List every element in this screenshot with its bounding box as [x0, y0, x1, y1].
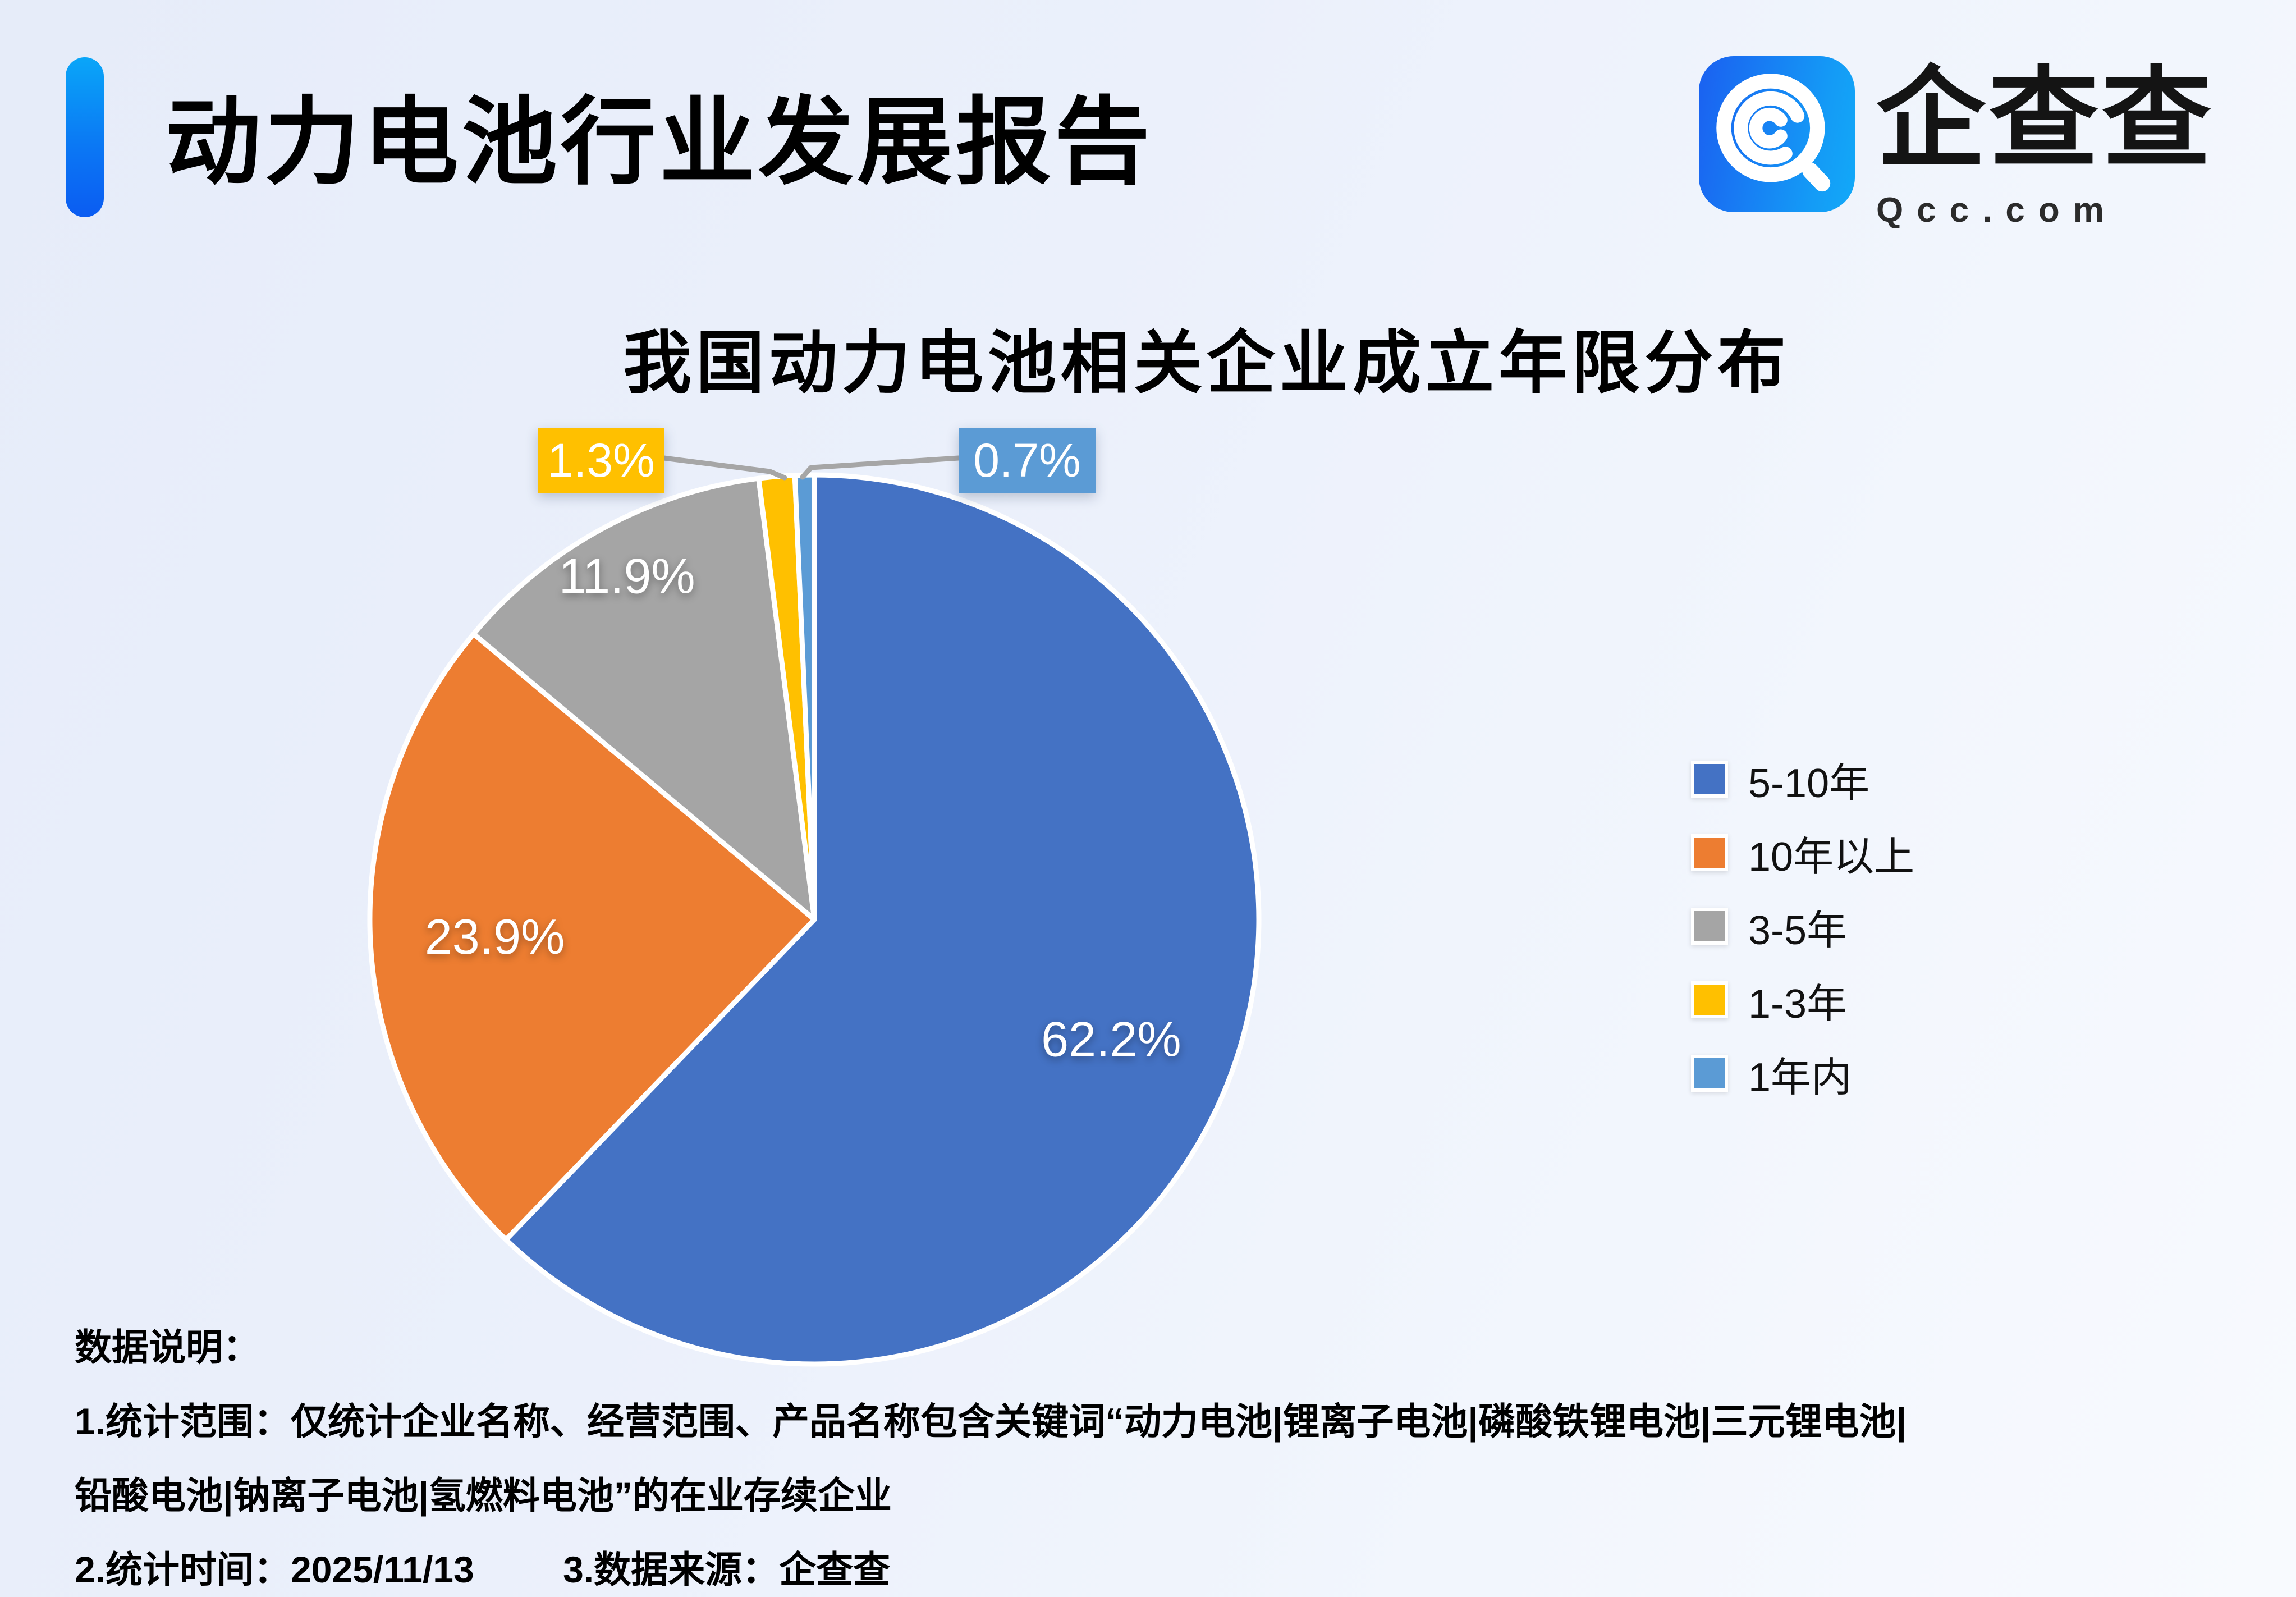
notes-line-1: 1.统计范围：仅统计企业名称、经营范围、产品名称包含关键词“动力电池|锂离子电池…: [75, 1401, 1907, 1442]
legend-swatch-icon: [1691, 834, 1728, 871]
chart-title: 我国动力电池相关企业成立年限分布: [623, 325, 1790, 401]
qcc-logo: 企查查 Qcc.com: [1699, 56, 2215, 230]
legend-item-1: 10年以上: [1691, 834, 1914, 880]
pie-slice-1: [367, 631, 817, 1242]
pie-value-label-0: 62.2%: [1041, 1012, 1181, 1067]
legend-label: 1-3年: [1748, 981, 1848, 1027]
notes-line-3: 2.统计时间：2025/11/13 3.数据来源：企查查: [75, 1547, 1907, 1592]
legend-label: 1年内: [1748, 1055, 1852, 1100]
callout-label-under-1yr: 0.7%: [959, 428, 1096, 493]
notes-heading: 数据说明：: [75, 1326, 260, 1368]
legend-label: 5-10年: [1748, 761, 1870, 806]
qcc-logo-icon: [1699, 56, 1855, 212]
title-accent-bar: [66, 57, 104, 217]
leader-line-1-3yr: [661, 455, 787, 481]
notes-stat-time: 2.统计时间：2025/11/13: [75, 1549, 474, 1590]
legend-item-4: 1年内: [1691, 1055, 1914, 1100]
magnifier-q-icon: [1716, 74, 1831, 192]
pie-value-label-1: 23.9%: [425, 909, 565, 964]
legend-label: 10年以上: [1748, 834, 1915, 880]
pie-slice-2: [471, 475, 817, 922]
notes-line-2: 铅酸电池|钠离子电池|氢燃料电池”的在业存续企业: [75, 1475, 892, 1516]
pie-slice-0: [503, 472, 1262, 1367]
pie-value-label-2: 11.9%: [559, 548, 695, 604]
legend-item-3: 1-3年: [1691, 981, 1914, 1027]
page-title: 动力电池行业发展报告: [166, 89, 1154, 196]
legend-item-0: 5-10年: [1691, 761, 1914, 806]
legend-label: 3-5年: [1748, 908, 1848, 953]
callout-label-1-3yr: 1.3%: [538, 428, 664, 493]
legend-swatch-icon: [1691, 981, 1728, 1018]
qcc-logo-domain: Qcc.com: [1876, 191, 2118, 230]
data-notes: 数据说明： 1.统计范围：仅统计企业名称、经营范围、产品名称包含关键词“动力电池…: [75, 1325, 1907, 1597]
qcc-logo-text: 企查查 Qcc.com: [1876, 56, 2215, 230]
notes-data-source: 3.数据来源：企查查: [563, 1549, 891, 1590]
legend-swatch-icon: [1691, 908, 1728, 945]
legend-swatch-icon: [1691, 1055, 1728, 1092]
leader-line-under-1yr: [800, 455, 961, 480]
legend-swatch-icon: [1691, 761, 1728, 798]
chart-legend: 5-10年 10年以上 3-5年 1-3年 1年内: [1691, 761, 1914, 1100]
qcc-logo-name: 企查查: [1876, 58, 2215, 180]
legend-item-2: 3-5年: [1691, 908, 1914, 953]
